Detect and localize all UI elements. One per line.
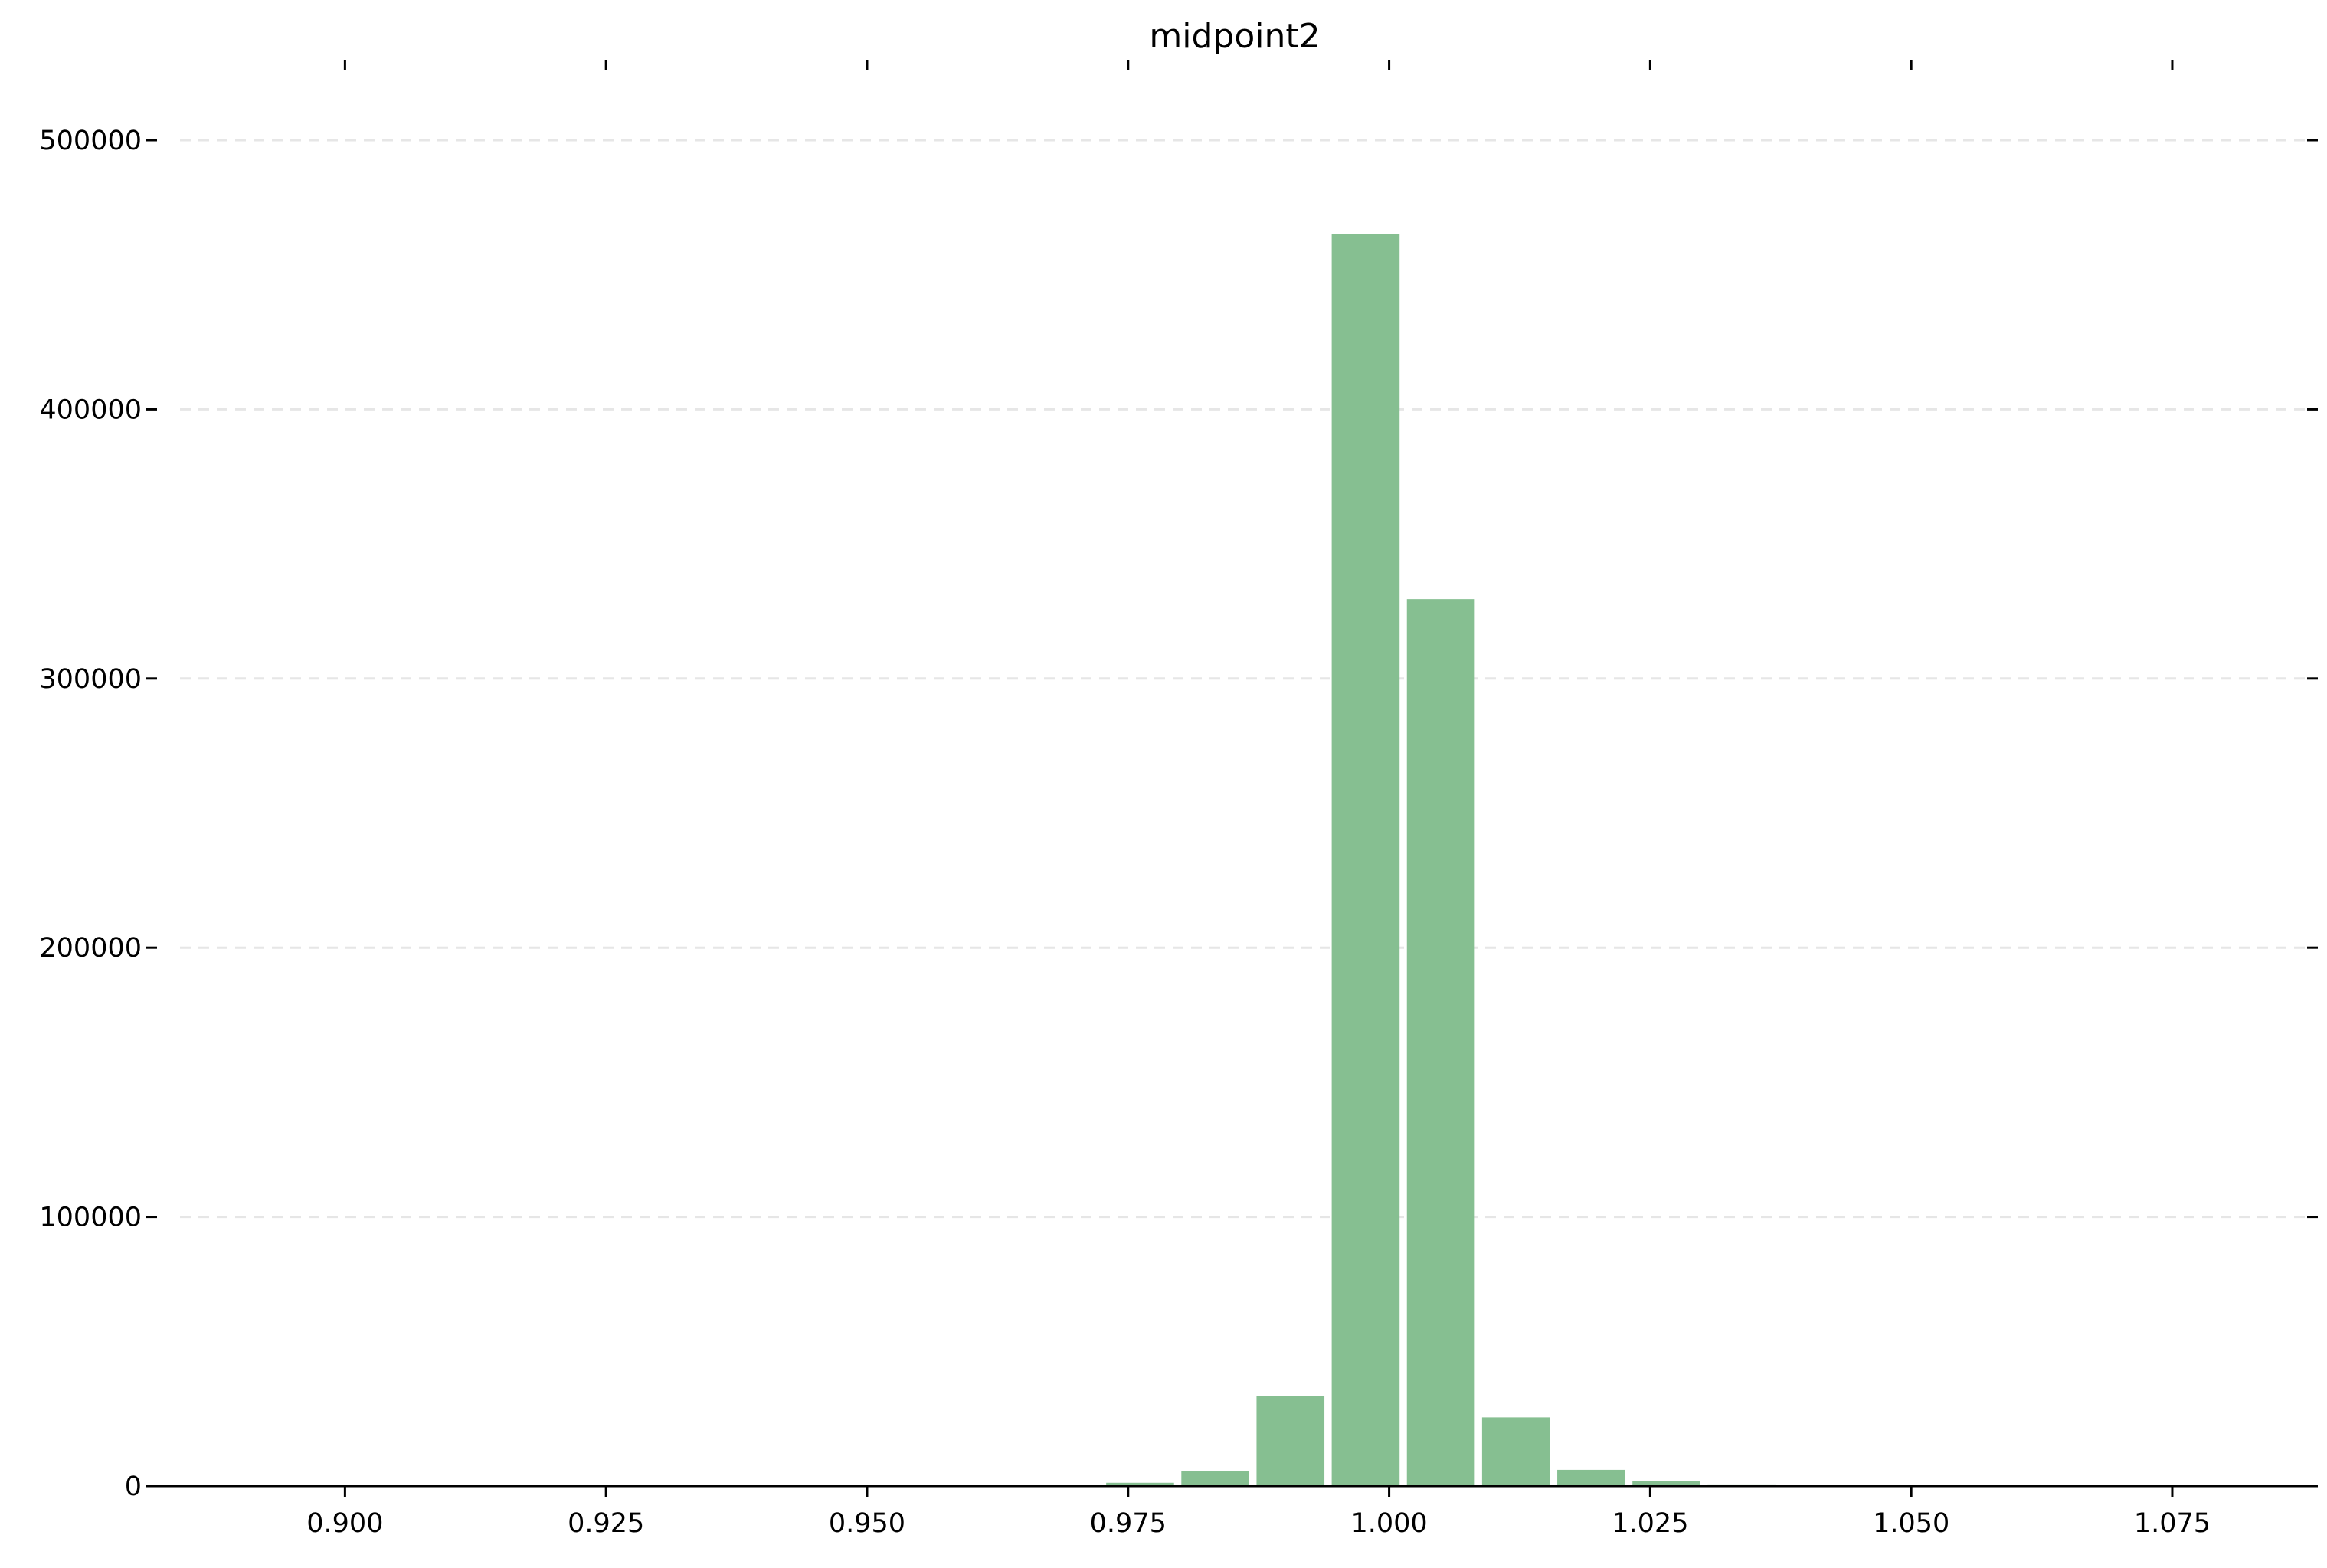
y-tick-label: 300000 [39, 664, 142, 695]
y-tick-label: 100000 [39, 1203, 142, 1233]
x-tick-label: 0.900 [306, 1508, 383, 1539]
histogram-bar [1106, 1482, 1174, 1486]
y-tick-label: 500000 [39, 126, 142, 156]
y-tick-label: 400000 [39, 394, 142, 425]
x-tick-label: 0.975 [1090, 1508, 1167, 1539]
histogram-bar [1256, 1396, 1325, 1486]
histogram-bar [1181, 1471, 1249, 1486]
x-tick-label: 1.050 [1873, 1508, 1949, 1539]
chart-title: midpoint2 [1149, 17, 1320, 56]
histogram-bar [1406, 599, 1475, 1487]
tick-labels: 0.900 0.925 0.950 0.975 1.000 1.025 1.050 1.075… [39, 126, 2211, 1539]
tick-marks [146, 60, 2318, 1497]
histogram-bars [1032, 234, 1851, 1487]
y-tick-label: 200000 [39, 933, 142, 964]
x-tick-label: 1.075 [2134, 1508, 2211, 1539]
x-tick-label: 0.950 [829, 1508, 905, 1539]
x-tick-label: 1.000 [1350, 1508, 1427, 1539]
histogram-bar [1481, 1417, 1550, 1486]
histogram-bar [1557, 1469, 1625, 1486]
histogram-bar [1331, 234, 1400, 1486]
x-tick-label: 1.025 [1612, 1508, 1688, 1539]
y-tick-label: 0 [125, 1471, 142, 1502]
grid-lines [180, 139, 2313, 1219]
histogram-bar [1632, 1481, 1700, 1486]
x-tick-label: 0.925 [568, 1508, 644, 1539]
